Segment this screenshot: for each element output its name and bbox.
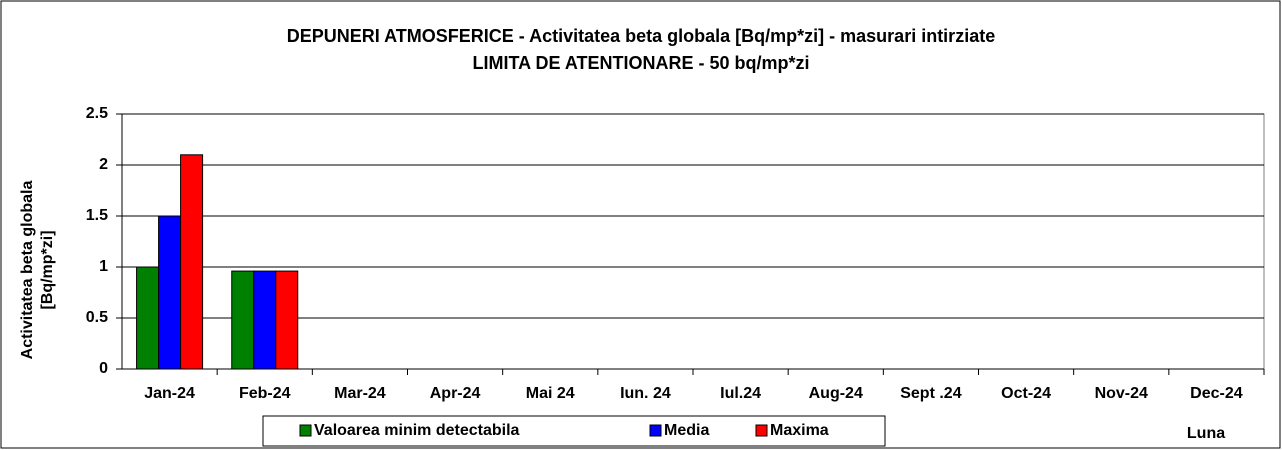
y-tick-label: 0.5 xyxy=(86,309,108,326)
bar xyxy=(136,266,160,370)
bar xyxy=(275,270,299,370)
bar xyxy=(253,270,277,370)
legend-swatch xyxy=(649,424,662,437)
legend-label: Media xyxy=(664,422,709,439)
x-tick-label: Feb-24 xyxy=(239,385,291,402)
legend-swatch xyxy=(755,424,768,437)
chart-title: DEPUNERI ATMOSFERICE - Activitatea beta … xyxy=(287,26,995,46)
y-axis-label: Activitatea beta globala xyxy=(19,181,36,360)
legend-swatch xyxy=(299,424,312,437)
x-tick-label: Oct-24 xyxy=(1001,385,1051,402)
y-tick-label: 2.5 xyxy=(86,105,108,122)
x-tick-label: Iul.24 xyxy=(720,385,761,402)
x-axis-label: Luna xyxy=(1187,425,1225,442)
x-tick-label: Jan-24 xyxy=(144,385,195,402)
legend-label: Valoarea minim detectabila xyxy=(314,422,520,439)
legend xyxy=(262,415,886,447)
y-tick-label: 2 xyxy=(99,156,108,173)
x-tick-label: Apr-24 xyxy=(430,385,481,402)
bar xyxy=(231,270,255,370)
x-tick-label: Aug-24 xyxy=(809,385,863,402)
y-axis-label: [Bq/mp*zi] xyxy=(39,230,56,309)
chart-subtitle: LIMITA DE ATENTIONARE - 50 bq/mp*zi xyxy=(473,53,810,73)
bar xyxy=(180,154,204,370)
x-tick-label: Nov-24 xyxy=(1095,385,1148,402)
y-tick-label: 1.5 xyxy=(86,207,108,224)
x-tick-label: Dec-24 xyxy=(1190,385,1243,402)
x-tick-label: Sept .24 xyxy=(900,385,961,402)
legend-label: Maxima xyxy=(770,422,829,439)
y-tick-label: 0 xyxy=(99,360,108,377)
bar xyxy=(158,215,182,370)
x-tick-label: Mai 24 xyxy=(526,385,575,402)
x-tick-label: Mar-24 xyxy=(334,385,386,402)
y-tick-label: 1 xyxy=(99,258,108,275)
x-tick-label: Iun. 24 xyxy=(620,385,671,402)
